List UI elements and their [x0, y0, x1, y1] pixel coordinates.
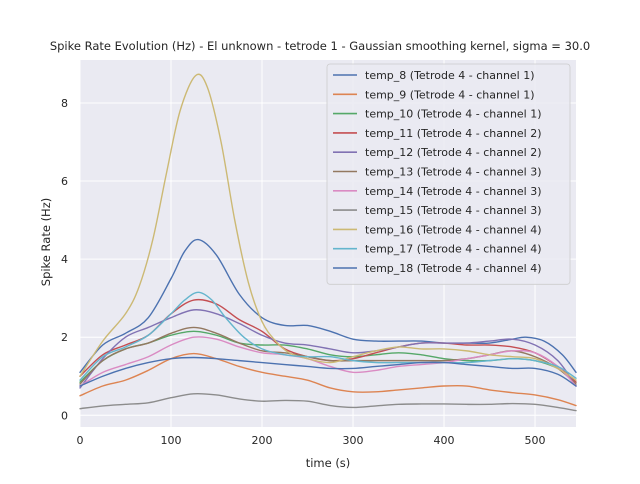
- y-tick-label: 0: [61, 409, 68, 422]
- series-line-2: [79, 352, 577, 407]
- x-tick-label: 400: [434, 434, 455, 447]
- legend-label: temp_8 (Tetrode 4 - channel 1): [365, 69, 535, 82]
- legend-box: [326, 63, 571, 285]
- series-line-9: [79, 73, 577, 381]
- legend-label: temp_11 (Tetrode 4 - channel 2): [365, 127, 542, 140]
- legend-label: temp_13 (Tetrode 4 - channel 3): [365, 166, 542, 179]
- legend-label: temp_14 (Tetrode 4 - channel 3): [365, 185, 542, 198]
- legend: temp_8 (Tetrode 4 - channel 1) temp_9 (Te…: [326, 63, 571, 285]
- legend-label: temp_12 (Tetrode 4 - channel 2): [365, 146, 542, 159]
- legend-label: temp_15 (Tetrode 4 - channel 3): [365, 204, 542, 217]
- legend-label: temp_10 (Tetrode 4 - channel 1): [365, 108, 542, 121]
- legend-label: temp_18 (Tetrode 4 - channel 4): [365, 262, 542, 275]
- axis-ticks: 0 100 200 300 400 500 0 2 4 6 8: [61, 97, 546, 447]
- series-line-7: [79, 336, 577, 387]
- y-tick-label: 8: [61, 97, 68, 110]
- series-lines: [79, 73, 577, 412]
- y-tick-label: 2: [61, 331, 68, 344]
- x-tick-label: 100: [161, 434, 182, 447]
- x-tick-label: 200: [252, 434, 273, 447]
- y-tick-label: 6: [61, 175, 68, 188]
- y-tick-label: 4: [61, 253, 68, 266]
- legend-label: temp_17 (Tetrode 4 - channel 4): [365, 243, 542, 256]
- series-line-11: [79, 356, 577, 387]
- chart-title: Spike Rate Evolution (Hz) - El unknown -…: [50, 39, 590, 53]
- x-axis-label: time (s): [306, 456, 351, 470]
- y-axis-label: Spike Rate (Hz): [39, 198, 53, 286]
- legend-label: temp_9 (Tetrode 4 - channel 1): [365, 88, 535, 101]
- series-line-8: [79, 392, 577, 412]
- x-tick-label: 500: [525, 434, 546, 447]
- x-tick-label: 0: [77, 434, 84, 447]
- series-line-10: [79, 291, 577, 381]
- x-tick-label: 300: [343, 434, 364, 447]
- legend-label: temp_16 (Tetrode 4 - channel 4): [365, 223, 542, 236]
